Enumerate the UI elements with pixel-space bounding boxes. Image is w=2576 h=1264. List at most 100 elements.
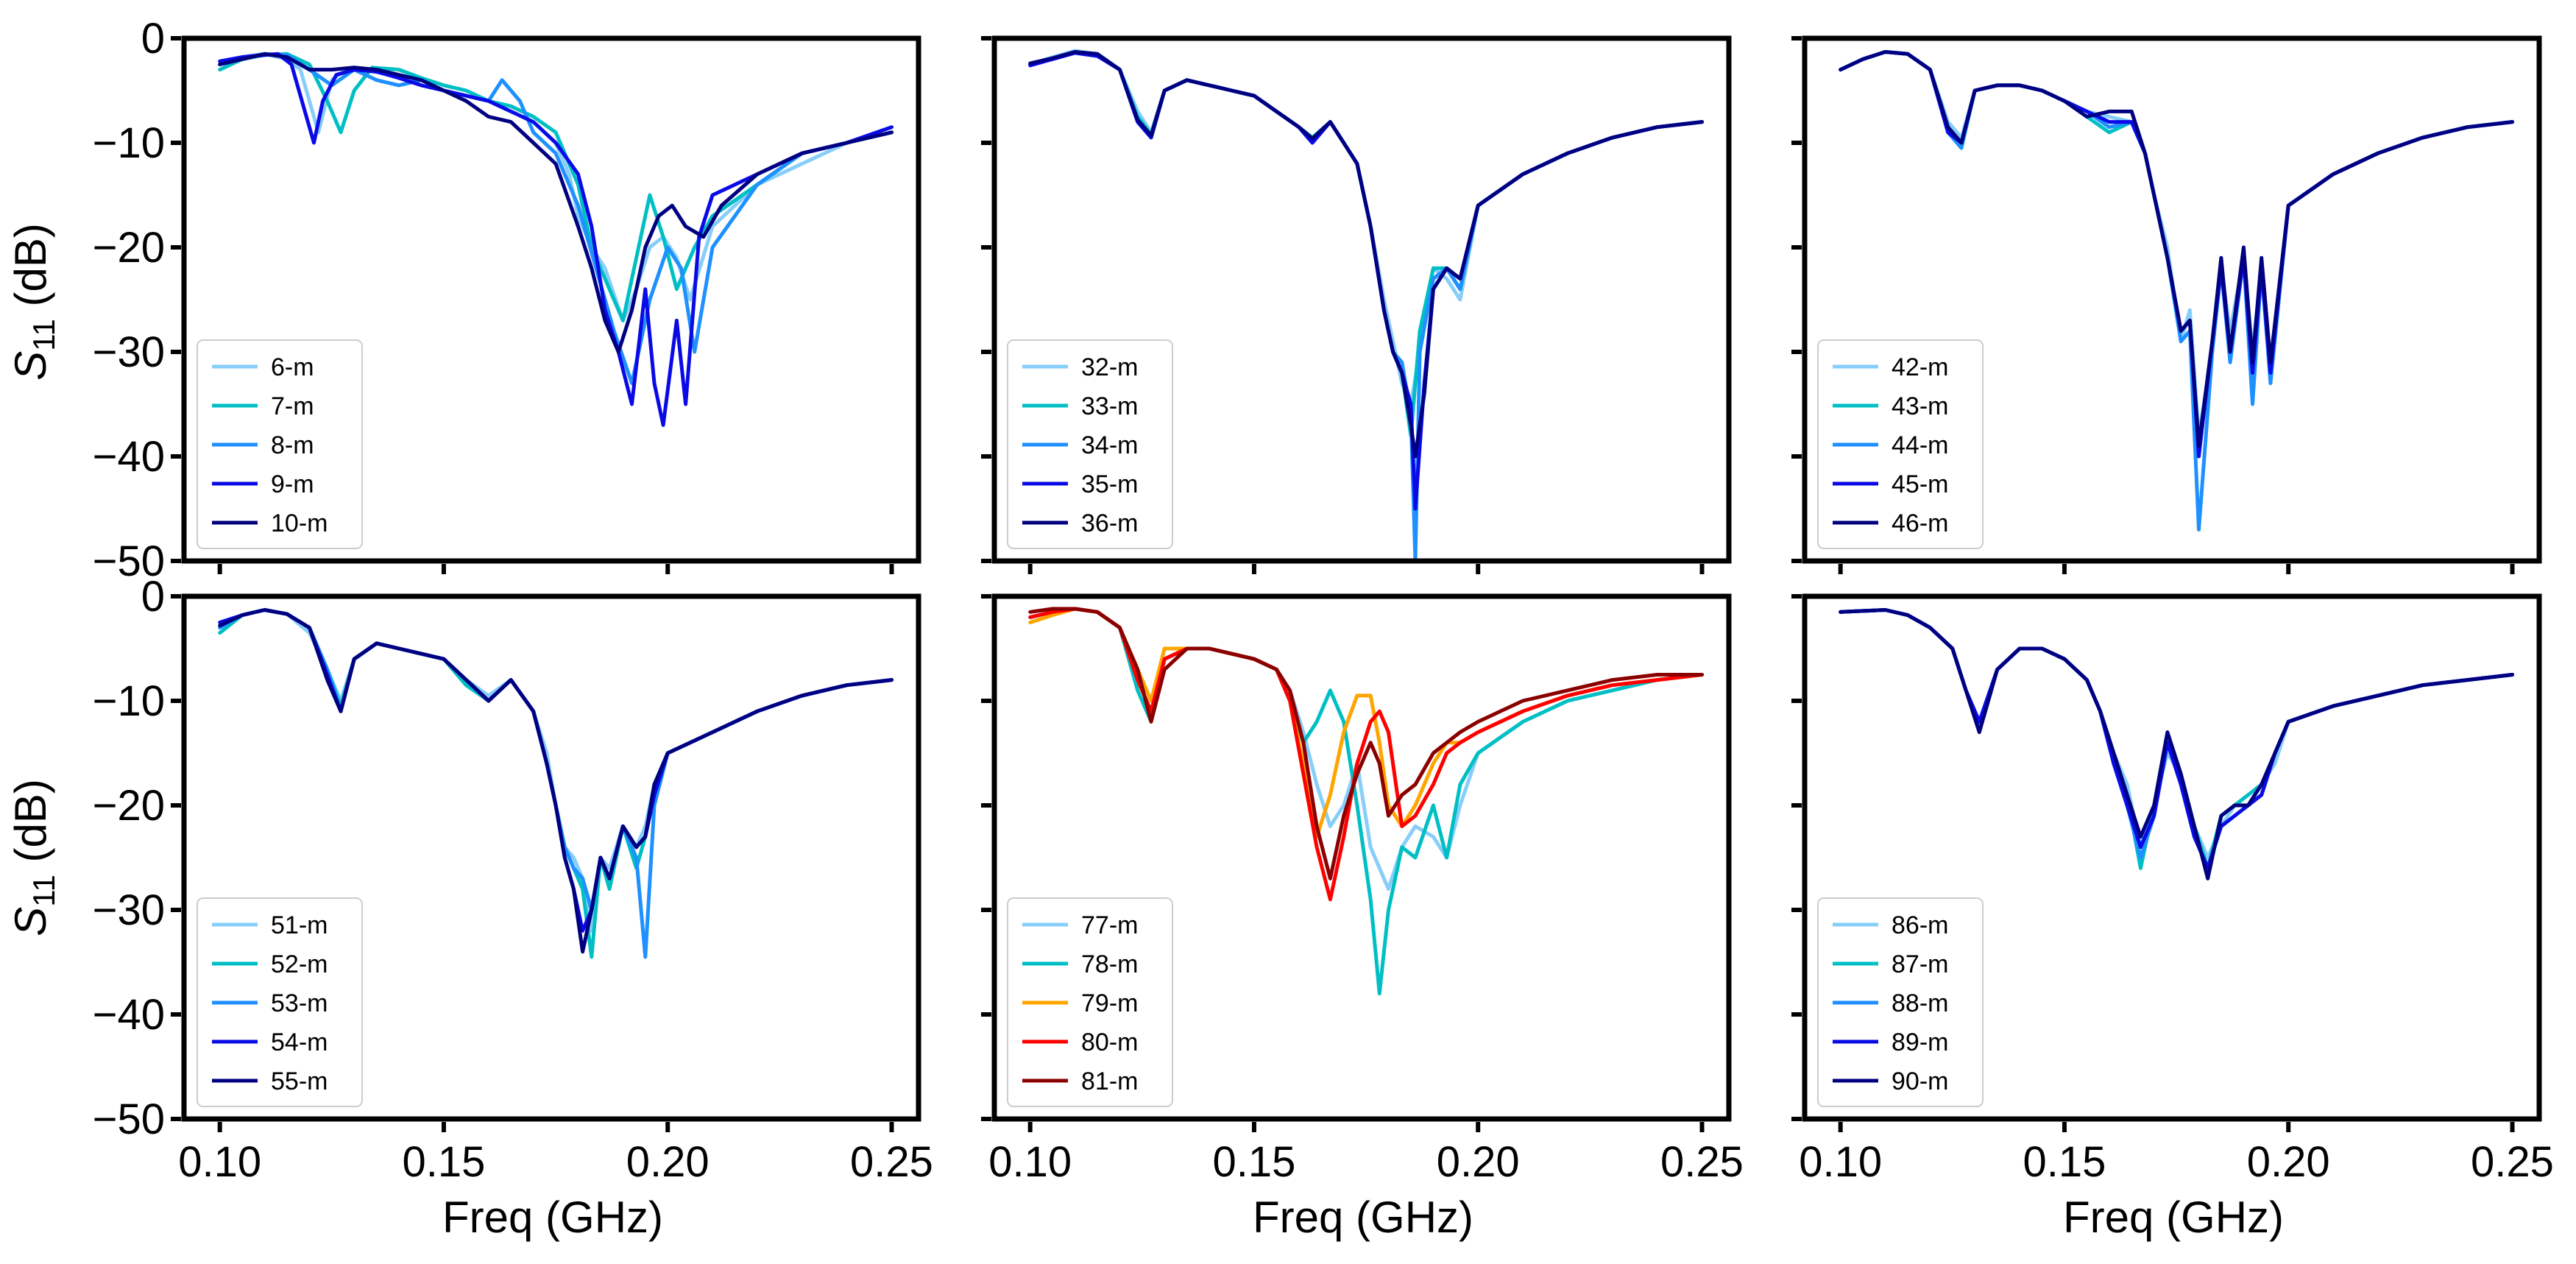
- legend-label: 8-m: [271, 431, 314, 459]
- legend-label: 46-m: [1892, 509, 1948, 537]
- y-tick-label: −40: [93, 991, 165, 1039]
- x-tick-label: 0.15: [1213, 1138, 1296, 1186]
- legend: 42-m 43-m 44-m 45-m 46-m: [1817, 339, 1984, 549]
- series-line-6-m: [218, 52, 894, 322]
- legend-label: 87-m: [1892, 950, 1948, 978]
- chart-panel-5: 0.10 0.15 0.20 0.25 77-m 78-m 79-m 80-m 81-m: [981, 593, 1744, 1186]
- series-line-8-m: [218, 52, 894, 386]
- series-line-10-m: [218, 52, 894, 354]
- series-group: [1839, 608, 2514, 880]
- legend-label: 89-m: [1892, 1028, 1948, 1056]
- legend: 51-m 52-m 53-m 54-m 55-m: [197, 897, 363, 1107]
- legend-label: 43-m: [1892, 392, 1948, 420]
- legend-label: 32-m: [1081, 353, 1138, 381]
- legend-label: 9-m: [271, 470, 314, 498]
- series-line-87-m: [1839, 608, 2514, 870]
- xlabel-right: Freq (GHz): [2063, 1193, 2284, 1242]
- series-line-90-m: [1839, 608, 2514, 880]
- chart-panel-1: 0 −10 −20 −30 −40 −50 6-m 7-m 8-m 9-m 10-m: [93, 15, 921, 585]
- chart-panel-3: 42-m 43-m 44-m 45-m 46-m: [1791, 35, 2542, 574]
- chart-panel-4: 0.10 0.15 0.20 0.25 0 −10 −20 −30 −40 −50 51-m 52-m…: [93, 573, 933, 1186]
- series-line-46-m: [1839, 50, 2514, 448]
- x-tick-label: 0.10: [178, 1138, 261, 1186]
- legend: 32-m 33-m 34-m 35-m 36-m: [1007, 339, 1173, 549]
- y-tick-label: −30: [93, 886, 165, 934]
- legend-label: 44-m: [1892, 431, 1948, 459]
- axes-frame: [1802, 35, 2542, 564]
- legend-label: 45-m: [1892, 470, 1948, 498]
- legend-label: 81-m: [1081, 1067, 1138, 1095]
- series-line-9-m: [218, 52, 894, 427]
- y-tick-label: −40: [93, 433, 165, 481]
- legend-label: 35-m: [1081, 470, 1138, 498]
- legend-label: 78-m: [1081, 950, 1138, 978]
- series-line-55-m: [218, 608, 894, 954]
- axes-frame: [181, 35, 921, 564]
- x-tick-label: 0.15: [403, 1138, 486, 1186]
- axes-frame: [991, 593, 1732, 1122]
- series-group: [218, 608, 894, 959]
- axes-frame: [181, 593, 921, 1122]
- x-tick-label: 0.10: [988, 1138, 1072, 1186]
- ylabel-sub: 11: [26, 319, 61, 351]
- series-line-78-m: [1028, 607, 1704, 996]
- series-line-7-m: [218, 52, 894, 322]
- x-tick-label: 0.20: [626, 1138, 710, 1186]
- legend-label: 79-m: [1081, 989, 1138, 1017]
- series-line-89-m: [1839, 608, 2514, 870]
- legend-label: 77-m: [1081, 911, 1138, 939]
- legend-label: 51-m: [271, 911, 328, 939]
- chart-panel-6: 0.10 0.15 0.20 0.25 86-m 87-m 88-m 89-m 90-m: [1791, 593, 2554, 1186]
- ylabel-bottom-left: S11 (dB): [6, 779, 61, 936]
- ylabel-sub: 11: [26, 875, 61, 907]
- y-tick-label: −30: [93, 328, 165, 376]
- legend-box: [1007, 339, 1173, 549]
- y-tick-label: −50: [93, 1095, 165, 1143]
- legend-label: 90-m: [1892, 1067, 1948, 1095]
- legend-box: [197, 897, 363, 1107]
- series-group: [1028, 607, 1704, 996]
- series-line-79-m: [1028, 607, 1704, 839]
- chart-panel-2: 32-m 33-m 34-m 35-m 36-m: [981, 35, 1732, 574]
- ylabel-s: S: [6, 907, 55, 936]
- axes-frame: [1802, 593, 2542, 1122]
- legend-label: 52-m: [271, 950, 328, 978]
- legend-box: [1817, 339, 1984, 549]
- xlabel-left: Freq (GHz): [442, 1193, 663, 1242]
- ylabel-unit: (dB): [6, 223, 55, 319]
- y-tick-label: 0: [141, 15, 165, 63]
- x-tick-label: 0.20: [1437, 1138, 1520, 1186]
- legend-label: 6-m: [271, 353, 314, 381]
- legend-label: 42-m: [1892, 353, 1948, 381]
- x-tick-label: 0.20: [2247, 1138, 2330, 1186]
- legend-box: [1817, 897, 1984, 1107]
- legend: 77-m 78-m 79-m 80-m 81-m: [1007, 897, 1173, 1107]
- series-line-88-m: [1839, 608, 2514, 870]
- series-line-81-m: [1028, 607, 1704, 880]
- legend: 86-m 87-m 88-m 89-m 90-m: [1817, 897, 1984, 1107]
- y-tick-label: −20: [93, 782, 165, 830]
- ylabel-s: S: [6, 351, 55, 381]
- legend-label: 36-m: [1081, 509, 1138, 537]
- series-group: [1028, 49, 1704, 561]
- y-tick-label: −20: [93, 224, 165, 272]
- axes-frame: [991, 35, 1732, 564]
- legend-label: 33-m: [1081, 392, 1138, 420]
- legend-label: 88-m: [1892, 989, 1948, 1017]
- x-tick-label: 0.25: [1660, 1138, 1744, 1186]
- legend-label: 10-m: [271, 509, 328, 537]
- series-group: [1839, 50, 2514, 532]
- legend-label: 86-m: [1892, 911, 1948, 939]
- legend-label: 54-m: [271, 1028, 328, 1056]
- y-tick-label: −50: [93, 537, 165, 585]
- legend-box: [197, 339, 363, 549]
- series-group: [218, 52, 894, 427]
- legend-box: [1007, 897, 1173, 1107]
- series-line-86-m: [1839, 608, 2514, 860]
- legend-label: 80-m: [1081, 1028, 1138, 1056]
- xlabel-middle: Freq (GHz): [1253, 1193, 1473, 1242]
- legend-label: 55-m: [271, 1067, 328, 1095]
- y-tick-label: 0: [141, 573, 165, 621]
- ylabel-top-left: S11 (dB): [6, 223, 61, 381]
